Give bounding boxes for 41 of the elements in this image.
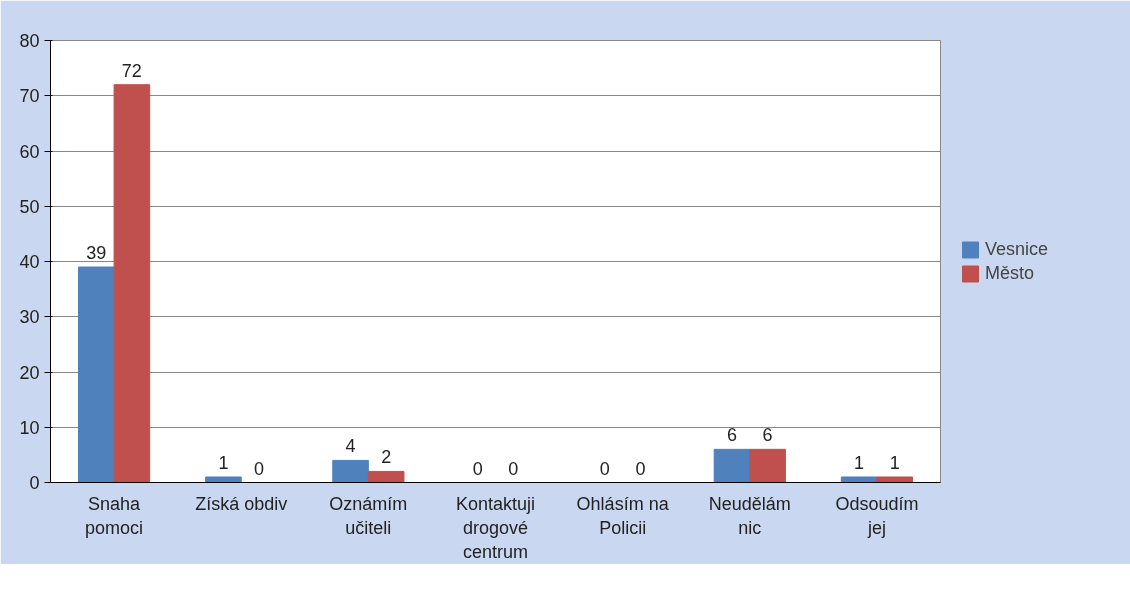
y-tick-label: 20 [19, 362, 40, 383]
bar [840, 476, 878, 483]
x-tick-label: Ohlásím na Policii [576, 493, 670, 538]
y-tick-label: 60 [19, 141, 40, 162]
x-tick-label: Kontaktuji drogové centrum [455, 493, 536, 562]
data-label: 6 [726, 425, 737, 446]
x-tick-label: Odsoudím jej [835, 493, 919, 538]
bar [205, 476, 242, 483]
bar [876, 476, 914, 483]
data-label: 0 [635, 458, 646, 479]
data-label: 0 [599, 458, 610, 479]
bar [749, 448, 786, 483]
y-tick-label: 80 [19, 31, 40, 51]
y-tick-label: 30 [19, 307, 40, 328]
bar [713, 448, 751, 483]
bar [113, 84, 151, 483]
data-label: 1 [218, 452, 229, 473]
data-label: 1 [889, 452, 900, 473]
data-label: 0 [472, 458, 483, 479]
bar [77, 266, 115, 483]
x-tick-label: Snaha pomoci [85, 493, 144, 538]
y-tick-label: 0 [29, 473, 40, 493]
x-tick-label: Neudělám nic [708, 493, 791, 538]
legend-label: Vesnice [985, 238, 1049, 260]
x-tick-label: Získá obdiv [195, 493, 288, 514]
y-tick-label: 10 [19, 417, 40, 438]
y-tick-label: 50 [19, 196, 40, 217]
data-label: 4 [345, 436, 356, 457]
data-label: 1 [854, 452, 865, 473]
bar [367, 470, 405, 483]
data-label: 6 [762, 425, 773, 446]
bar [332, 459, 369, 483]
data-label: 2 [381, 447, 392, 468]
data-label: 0 [508, 458, 519, 479]
x-tick-label: Oznámím učiteli [329, 493, 408, 538]
data-label: 72 [121, 60, 142, 81]
data-label: 0 [254, 458, 265, 479]
legend-label: Město [985, 262, 1035, 284]
y-tick-label: 70 [19, 86, 40, 107]
data-label: 39 [86, 243, 107, 264]
y-tick-label: 40 [19, 252, 40, 272]
